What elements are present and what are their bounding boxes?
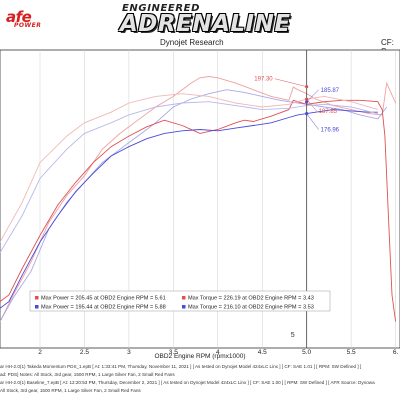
- callout-marker: [305, 112, 309, 116]
- afe-logo-text: afe: [6, 8, 32, 26]
- legend-power: Max Power = 195.44 at OBD2 Engine RPM = …: [41, 305, 166, 311]
- footer-line: All Stock, 3rd gear, 1500 RPM, 1 Large S…: [0, 388, 141, 393]
- x-tick-label: 4.5: [258, 349, 267, 356]
- x-tick-label: 4: [216, 349, 220, 356]
- x-axis-ticks: 2 2.5 3 3.5 4 4.5 5.0 5.5 6.: [38, 349, 398, 356]
- x-tick-label: 3.5: [169, 349, 178, 356]
- legend-swatch: [182, 305, 186, 309]
- afe-logo-sub: POWER: [14, 22, 42, 29]
- header: afe POWER ENGINEERED ADRENALINE: [0, 0, 400, 37]
- callout-label: 185.87: [321, 88, 340, 94]
- legend-swatch: [182, 296, 186, 300]
- footer-line: ar HH-2.0(1) Takeda Momentum PDS_1.epB […: [0, 364, 362, 369]
- callout-marker: [305, 97, 309, 101]
- footer-line: ar HH-2.0(1) Baseline_7.epB [ At: 12:20:…: [0, 380, 375, 385]
- callout-group: 197.30 185.87 187.85 176.96: [254, 77, 339, 134]
- series-line: [0, 76, 397, 322]
- callout-label: 187.85: [319, 109, 338, 115]
- callout-leader: [306, 89, 319, 103]
- callout-label: 176.96: [321, 128, 340, 134]
- adrenaline-logo: ADRENALINE: [120, 11, 291, 37]
- rpm-cursor-label: 5: [291, 332, 295, 339]
- series-line: [0, 93, 378, 243]
- callout-marker: [305, 100, 309, 104]
- afe-logo: afe POWER: [6, 8, 41, 29]
- legend-box: [29, 290, 331, 312]
- x-tick-label: 5.5: [347, 349, 356, 356]
- series-line: [0, 89, 388, 322]
- callout-marker: [305, 85, 309, 89]
- legend-swatch: [35, 305, 39, 309]
- engineered-label: ENGINEERED: [122, 3, 200, 14]
- x-tick-label: 2.5: [80, 349, 89, 356]
- footer-line: ad: PDS] Notes: All Stock, 3rd gear, 150…: [0, 372, 175, 377]
- dynojet-research-label: Dynojet Research: [160, 38, 224, 47]
- callout-leader: [306, 113, 319, 130]
- callout-label: 197.30: [254, 77, 273, 83]
- legend-torque: Max Torque = 226.19 at OBD2 Engine RPM =…: [188, 296, 314, 302]
- x-axis-label: OBD2 Engine RPM (rpmx1000): [154, 353, 245, 360]
- legend-swatch: [35, 296, 39, 300]
- callout-leader: [306, 99, 317, 112]
- x-tick-label: 2: [38, 349, 42, 356]
- x-tick-label: 3: [127, 349, 131, 356]
- series-line: [0, 99, 397, 322]
- series-line: [0, 109, 378, 309]
- legend-torque: Max Torque = 216.10 at OBD2 Engine RPM =…: [188, 305, 314, 311]
- legend: Max Power = 205.45 at OBD2 Engine RPM = …: [29, 290, 331, 312]
- series-line: [0, 101, 378, 253]
- x-tick-label: 5.0: [302, 349, 311, 356]
- legend-power: Max Power = 205.45 at OBD2 Engine RPM = …: [41, 296, 166, 302]
- x-tick-label: 6.: [393, 349, 399, 356]
- callout-leader: [274, 78, 307, 87]
- series-group: [0, 76, 397, 322]
